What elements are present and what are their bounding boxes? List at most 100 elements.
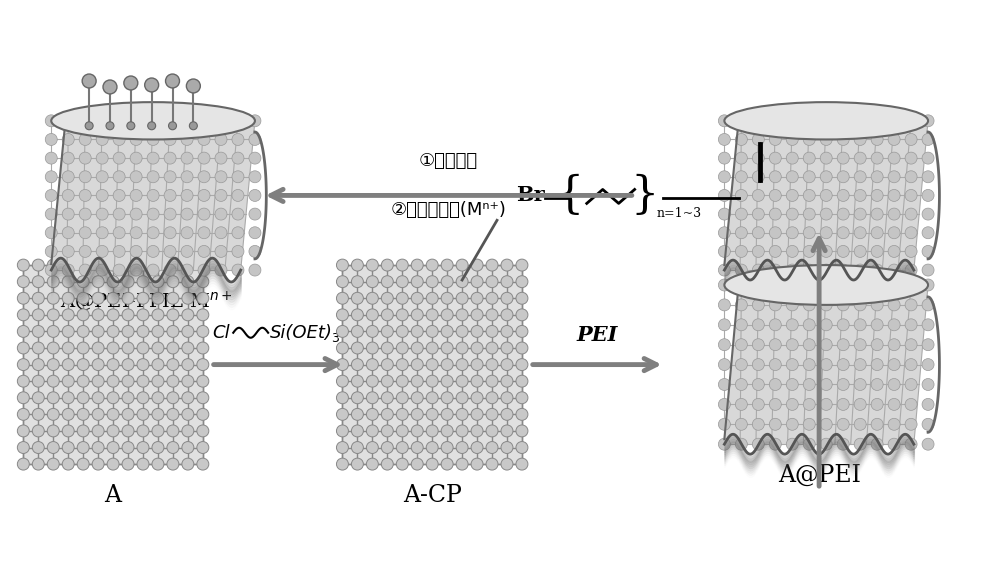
- Circle shape: [137, 375, 149, 387]
- Circle shape: [516, 392, 528, 404]
- Circle shape: [197, 309, 209, 321]
- Circle shape: [922, 115, 934, 127]
- Circle shape: [735, 359, 747, 371]
- Polygon shape: [23, 265, 203, 464]
- Circle shape: [47, 259, 59, 271]
- Circle shape: [752, 418, 764, 431]
- Circle shape: [426, 325, 438, 337]
- Circle shape: [516, 359, 528, 371]
- Circle shape: [130, 189, 142, 201]
- Circle shape: [735, 115, 747, 127]
- Circle shape: [137, 458, 149, 470]
- Circle shape: [854, 379, 866, 390]
- Circle shape: [124, 76, 138, 90]
- Circle shape: [888, 418, 900, 431]
- Circle shape: [441, 309, 453, 321]
- Circle shape: [786, 245, 798, 258]
- Circle shape: [486, 375, 498, 387]
- Circle shape: [922, 379, 934, 390]
- Circle shape: [922, 319, 934, 331]
- Circle shape: [905, 245, 917, 258]
- Circle shape: [905, 171, 917, 182]
- Ellipse shape: [724, 102, 928, 140]
- Circle shape: [854, 245, 866, 258]
- Circle shape: [837, 189, 849, 201]
- Circle shape: [122, 425, 134, 437]
- Circle shape: [79, 227, 91, 239]
- Circle shape: [336, 458, 348, 470]
- Circle shape: [471, 309, 483, 321]
- Circle shape: [62, 292, 74, 304]
- Circle shape: [152, 342, 164, 354]
- Circle shape: [164, 264, 176, 276]
- Circle shape: [871, 227, 883, 239]
- Circle shape: [426, 375, 438, 387]
- Text: Si(OEt): Si(OEt): [270, 324, 333, 342]
- Circle shape: [181, 189, 193, 201]
- Circle shape: [837, 133, 849, 145]
- Circle shape: [197, 359, 209, 371]
- Circle shape: [336, 425, 348, 437]
- Circle shape: [77, 408, 89, 420]
- Circle shape: [501, 375, 513, 387]
- Circle shape: [441, 342, 453, 354]
- Circle shape: [62, 442, 74, 454]
- Circle shape: [79, 245, 91, 258]
- Circle shape: [441, 375, 453, 387]
- Circle shape: [366, 342, 378, 354]
- Circle shape: [122, 259, 134, 271]
- Circle shape: [17, 276, 29, 288]
- Circle shape: [182, 359, 194, 371]
- Circle shape: [786, 338, 798, 351]
- Circle shape: [32, 292, 44, 304]
- Circle shape: [232, 152, 244, 164]
- Circle shape: [92, 325, 104, 337]
- Circle shape: [197, 276, 209, 288]
- Circle shape: [167, 309, 179, 321]
- Circle shape: [803, 264, 815, 276]
- Circle shape: [888, 152, 900, 164]
- Circle shape: [167, 325, 179, 337]
- Circle shape: [169, 122, 177, 130]
- Circle shape: [854, 279, 866, 291]
- Circle shape: [113, 115, 125, 127]
- Circle shape: [232, 264, 244, 276]
- Circle shape: [249, 133, 261, 145]
- Circle shape: [718, 319, 730, 331]
- Circle shape: [113, 264, 125, 276]
- Circle shape: [471, 292, 483, 304]
- Circle shape: [366, 392, 378, 404]
- Circle shape: [130, 133, 142, 145]
- Circle shape: [820, 338, 832, 351]
- Circle shape: [351, 392, 363, 404]
- Circle shape: [718, 279, 730, 291]
- Circle shape: [905, 338, 917, 351]
- Circle shape: [803, 319, 815, 331]
- Circle shape: [905, 359, 917, 371]
- Circle shape: [77, 442, 89, 454]
- Circle shape: [456, 458, 468, 470]
- Circle shape: [871, 245, 883, 258]
- Circle shape: [486, 442, 498, 454]
- Circle shape: [197, 325, 209, 337]
- Circle shape: [718, 418, 730, 431]
- Circle shape: [426, 392, 438, 404]
- Circle shape: [47, 342, 59, 354]
- Circle shape: [854, 171, 866, 182]
- Circle shape: [396, 458, 408, 470]
- Circle shape: [426, 309, 438, 321]
- Circle shape: [837, 418, 849, 431]
- Circle shape: [888, 115, 900, 127]
- Circle shape: [122, 392, 134, 404]
- Circle shape: [888, 438, 900, 450]
- Circle shape: [501, 292, 513, 304]
- Circle shape: [803, 379, 815, 390]
- Circle shape: [381, 292, 393, 304]
- Circle shape: [351, 325, 363, 337]
- Circle shape: [366, 325, 378, 337]
- Circle shape: [32, 425, 44, 437]
- Circle shape: [786, 189, 798, 201]
- Circle shape: [752, 171, 764, 182]
- Circle shape: [130, 152, 142, 164]
- Circle shape: [77, 292, 89, 304]
